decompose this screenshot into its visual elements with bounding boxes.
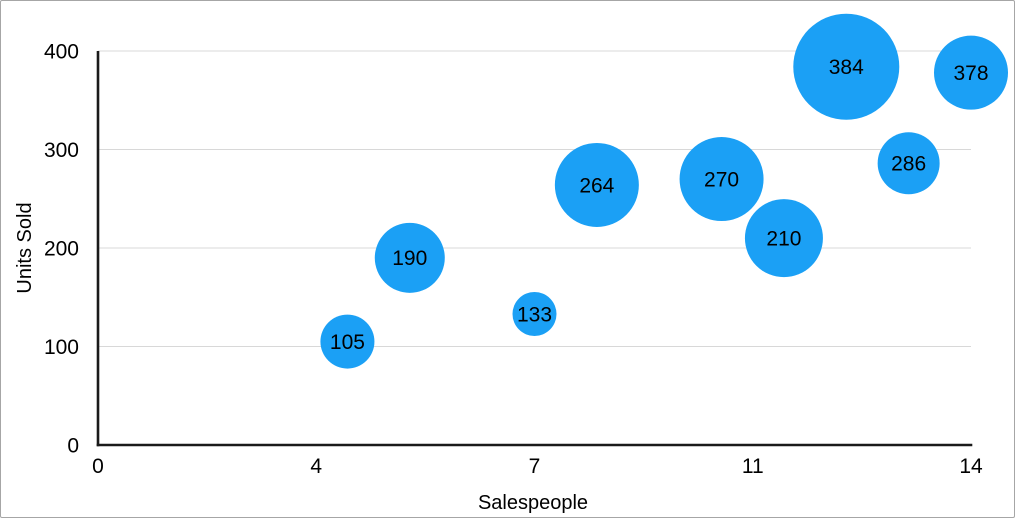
x-tick-label: 14	[959, 455, 983, 478]
bubble[interactable]	[554, 142, 639, 227]
bubble-group: 105	[320, 314, 375, 369]
y-tick-label: 300	[44, 139, 79, 162]
bubble-label: 264	[579, 174, 614, 197]
x-axis-title: Salespeople	[478, 492, 588, 514]
x-tick-label: 7	[529, 455, 541, 478]
y-tick-label: 100	[44, 336, 79, 359]
x-tick-label: 0	[92, 455, 104, 478]
bubble-series: 105 190 133 264 270 210 384 286 378	[320, 13, 1008, 369]
y-axis-tick-labels: 0 100 200 300 400	[44, 40, 79, 457]
x-axis-tick-labels: 0 4 7 11 14	[92, 455, 983, 478]
y-tick-label: 200	[44, 237, 79, 260]
bubble-label: 105	[330, 331, 365, 354]
bubble[interactable]	[679, 137, 764, 222]
bubble-label: 384	[829, 56, 864, 79]
axes	[96, 51, 973, 447]
bubble-group: 264	[554, 142, 639, 227]
bubble-group: 378	[934, 35, 1008, 110]
bubble[interactable]	[744, 199, 823, 278]
bubble-label: 286	[891, 153, 926, 176]
bubble-label: 270	[704, 168, 739, 191]
x-tick-label: 11	[742, 455, 764, 478]
bubble-label: 210	[766, 228, 801, 251]
bubble[interactable]	[793, 13, 900, 120]
y-axis-title: Units Sold	[14, 202, 36, 293]
bubble-label: 378	[953, 62, 988, 85]
bubble-group: 286	[877, 132, 940, 195]
bubble[interactable]	[374, 222, 445, 293]
bubble-label: 190	[392, 247, 427, 270]
bubble-group: 190	[374, 222, 445, 293]
bubble-group: 210	[744, 199, 823, 278]
y-tick-label: 0	[67, 434, 79, 457]
bubble[interactable]	[512, 291, 557, 336]
x-tick-label: 4	[310, 455, 322, 478]
bubble-group: 384	[793, 13, 900, 120]
y-tick-label: 400	[44, 40, 79, 63]
bubble[interactable]	[320, 314, 375, 369]
bubble[interactable]	[934, 35, 1008, 110]
bubble-group: 133	[512, 291, 557, 336]
bubble[interactable]	[877, 132, 940, 195]
bubble-label: 133	[517, 303, 552, 326]
bubble-group: 270	[679, 137, 764, 222]
